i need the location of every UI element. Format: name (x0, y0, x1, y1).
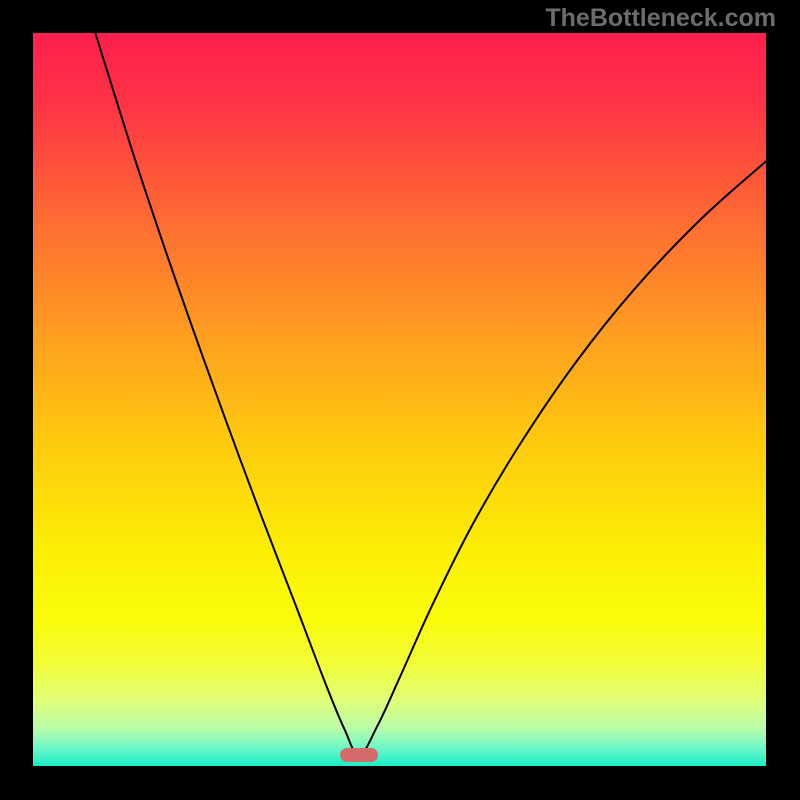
plot-area (33, 33, 766, 766)
chart-container: TheBottleneck.com (0, 0, 800, 800)
minimum-marker (340, 748, 378, 762)
watermark-text: TheBottleneck.com (545, 4, 776, 33)
gradient-background (33, 33, 766, 766)
